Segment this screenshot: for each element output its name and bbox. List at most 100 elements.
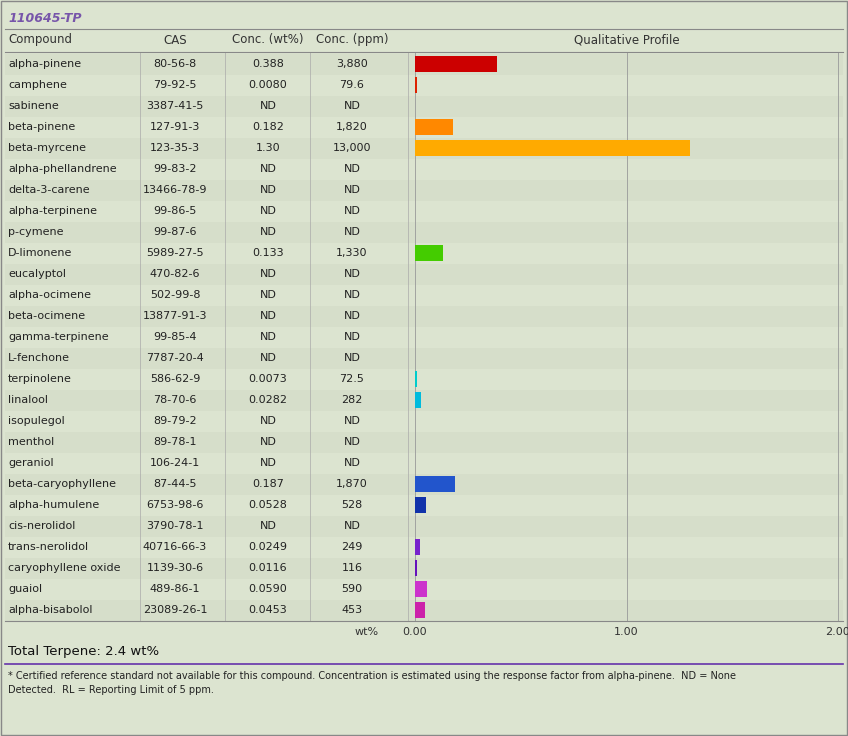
Text: ND: ND [259,227,276,237]
Text: 249: 249 [341,542,363,552]
Text: ND: ND [343,269,360,279]
Bar [5,116,843,138]
Bar [415,497,427,513]
Text: alpha-ocimene: alpha-ocimene [8,290,91,300]
Bar [415,560,417,576]
Text: ND: ND [259,437,276,447]
Text: eucalyptol: eucalyptol [8,269,66,279]
Text: 489-86-1: 489-86-1 [150,584,200,594]
Text: 89-78-1: 89-78-1 [153,437,197,447]
Text: ND: ND [259,206,276,216]
Bar [5,263,843,285]
Text: 590: 590 [342,584,363,594]
Bar [5,369,843,389]
Bar [5,389,843,411]
Text: 99-85-4: 99-85-4 [153,332,197,342]
Text: 0.0453: 0.0453 [248,605,287,615]
Text: linalool: linalool [8,395,48,405]
Text: * Certified reference standard not available for this compound. Concentration is: * Certified reference standard not avail… [8,671,736,681]
Text: ND: ND [259,353,276,363]
Text: delta-3-carene: delta-3-carene [8,185,90,195]
Text: Conc. (ppm): Conc. (ppm) [315,34,388,46]
Text: 3387-41-5: 3387-41-5 [147,101,204,111]
Text: Detected.  RL = Reporting Limit of 5 ppm.: Detected. RL = Reporting Limit of 5 ppm. [8,685,214,695]
Text: 89-79-2: 89-79-2 [153,416,197,426]
Bar [5,285,843,305]
Text: ND: ND [259,269,276,279]
Text: 1.30: 1.30 [256,143,281,153]
Bar [5,537,843,557]
Text: Total Terpene: 2.4 wt%: Total Terpene: 2.4 wt% [8,645,159,659]
Text: 78-70-6: 78-70-6 [153,395,197,405]
Text: 116: 116 [342,563,362,573]
Text: 6753-98-6: 6753-98-6 [147,500,204,510]
Text: Conc. (wt%): Conc. (wt%) [232,34,304,46]
Text: caryophyllene oxide: caryophyllene oxide [8,563,120,573]
Text: 1,870: 1,870 [336,479,368,489]
Text: ND: ND [343,521,360,531]
Text: 0.0116: 0.0116 [248,563,287,573]
Text: 528: 528 [342,500,363,510]
Text: 80-56-8: 80-56-8 [153,59,197,69]
Text: sabinene: sabinene [8,101,59,111]
Text: Qualitative Profile: Qualitative Profile [574,34,679,46]
Bar [5,222,843,242]
Text: ND: ND [259,458,276,468]
Bar [5,578,843,600]
Text: ND: ND [259,521,276,531]
Text: 0.0282: 0.0282 [248,395,287,405]
Text: 0.00: 0.00 [403,627,427,637]
Text: terpinolene: terpinolene [8,374,72,384]
Text: 0.0080: 0.0080 [248,80,287,90]
Text: camphene: camphene [8,80,67,90]
Text: 3790-78-1: 3790-78-1 [146,521,204,531]
Text: gamma-terpinene: gamma-terpinene [8,332,109,342]
Text: 1.00: 1.00 [614,627,639,637]
Text: alpha-pinene: alpha-pinene [8,59,81,69]
Text: 0.182: 0.182 [252,122,284,132]
Text: ND: ND [343,101,360,111]
Bar [415,77,416,93]
Text: 2.00: 2.00 [826,627,848,637]
Text: 453: 453 [342,605,363,615]
Bar [5,96,843,116]
Text: 282: 282 [341,395,363,405]
Text: ND: ND [343,164,360,174]
Text: ND: ND [343,353,360,363]
Bar [5,557,843,578]
Text: ND: ND [343,416,360,426]
Text: ND: ND [259,101,276,111]
Text: alpha-humulene: alpha-humulene [8,500,99,510]
Text: 3,880: 3,880 [336,59,368,69]
Text: ND: ND [259,332,276,342]
Bar [5,158,843,180]
Text: 0.388: 0.388 [252,59,284,69]
Text: 87-44-5: 87-44-5 [153,479,197,489]
Text: 470-82-6: 470-82-6 [150,269,200,279]
Text: trans-nerolidol: trans-nerolidol [8,542,89,552]
Text: 0.187: 0.187 [252,479,284,489]
Text: 0.0073: 0.0073 [248,374,287,384]
Text: 79-92-5: 79-92-5 [153,80,197,90]
Text: 0.0590: 0.0590 [248,584,287,594]
Text: 5989-27-5: 5989-27-5 [146,248,204,258]
Text: p-cymene: p-cymene [8,227,64,237]
Text: isopulegol: isopulegol [8,416,64,426]
Text: 7787-20-4: 7787-20-4 [146,353,204,363]
Text: 13877-91-3: 13877-91-3 [142,311,207,321]
Bar [415,476,455,492]
Text: 99-83-2: 99-83-2 [153,164,197,174]
Bar [415,539,421,555]
Bar [5,473,843,495]
Bar [415,119,454,135]
Text: beta-ocimene: beta-ocimene [8,311,85,321]
Text: D-limonene: D-limonene [8,248,72,258]
Bar [5,54,843,74]
Text: 72.5: 72.5 [339,374,365,384]
Text: 79.6: 79.6 [339,80,365,90]
Text: ND: ND [343,185,360,195]
Bar [5,327,843,347]
Text: 106-24-1: 106-24-1 [150,458,200,468]
Bar [415,392,421,408]
Bar [5,138,843,158]
